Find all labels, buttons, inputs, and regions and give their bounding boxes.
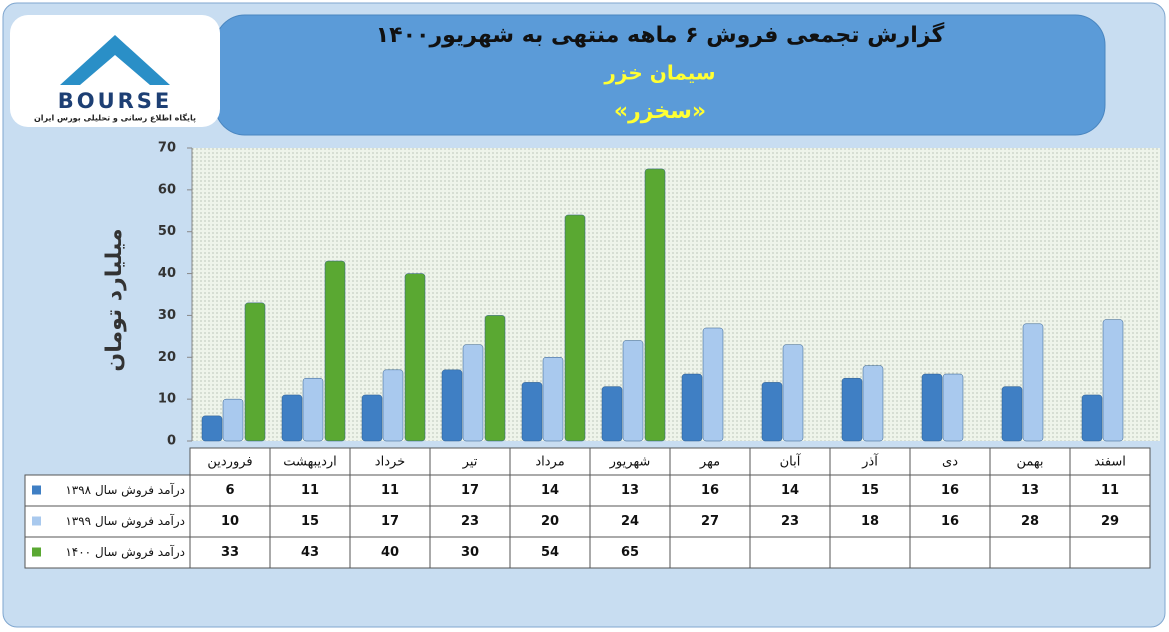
bar [942, 373, 964, 442]
bar [404, 273, 426, 442]
plot-area [192, 148, 1160, 441]
legend-key [32, 516, 41, 526]
table-cell: 14 [541, 483, 559, 498]
bar [862, 365, 884, 442]
bar [484, 315, 506, 442]
bar [644, 168, 666, 442]
x-tick-label: شهریور [609, 455, 651, 470]
bar [542, 357, 564, 442]
table-cell: 10 [221, 514, 239, 529]
y-tick-label: 0 [167, 434, 176, 449]
chart-symbol: «سخزر» [614, 99, 706, 124]
table-cell: 14 [781, 483, 799, 498]
bar [302, 377, 324, 442]
bar [681, 373, 703, 442]
table-cell: 15 [861, 483, 879, 498]
bar [462, 344, 484, 442]
table-cell: 23 [781, 514, 799, 529]
table-cell: 18 [861, 514, 879, 529]
table-cell: 15 [301, 514, 319, 529]
x-tick-label: بهمن [1016, 455, 1043, 470]
table-cell: 16 [941, 514, 959, 529]
x-tick-label: خرداد [375, 455, 405, 470]
table-cell: 11 [301, 483, 319, 498]
table-cell: 65 [621, 545, 639, 560]
legend-label: درآمد فروش سال ۱۳۹۸ [65, 482, 185, 498]
table-cell: 6 [225, 483, 234, 498]
y-tick-label: 50 [158, 224, 176, 239]
legend-label: درآمد فروش سال ۱۴۰۰ [65, 544, 185, 560]
table-cell: 28 [1021, 514, 1039, 529]
bar [921, 373, 943, 442]
x-tick-label: مهر [699, 455, 720, 470]
y-tick-label: 60 [158, 182, 176, 197]
bar [521, 382, 543, 442]
bar [1081, 394, 1103, 442]
table-cell: 11 [1101, 483, 1119, 498]
x-tick-label: تیر [462, 455, 478, 470]
logo-caption: پایگاه اطلاع رسانی و تحلیلی بورس ایران [34, 113, 196, 124]
legend-label: درآمد فروش سال ۱۳۹۹ [65, 513, 185, 529]
legend-key [32, 547, 41, 557]
x-tick-label: دی [942, 455, 958, 470]
bar [324, 260, 346, 442]
bar [222, 398, 244, 442]
bar [841, 377, 863, 442]
table-cell: 43 [301, 545, 319, 560]
chart-title: گزارش تجمعی فروش ۶ ماهه منتهی به شهریور۱… [376, 21, 945, 48]
table-cell: 16 [941, 483, 959, 498]
y-axis-label: میلیارد تومان [102, 228, 127, 371]
x-tick-label: آبان [780, 453, 802, 470]
bar [761, 382, 783, 442]
y-tick-label: 10 [158, 392, 176, 407]
table-cell: 20 [541, 514, 559, 529]
table-cell: 17 [461, 483, 479, 498]
bar [201, 415, 223, 442]
x-tick-label: اسفند [1094, 455, 1126, 470]
bar [382, 369, 404, 442]
table-cell: 40 [381, 545, 399, 560]
y-tick-label: 30 [158, 308, 176, 323]
table-cell: 30 [461, 545, 479, 560]
y-tick-label: 40 [158, 266, 176, 281]
bar [782, 344, 804, 442]
table-cell: 13 [621, 483, 639, 498]
logo-box [10, 15, 220, 127]
bar [281, 394, 303, 442]
bar [1022, 323, 1044, 442]
bar [244, 302, 266, 442]
logo-name: BOURSE [58, 89, 173, 113]
logo-shape [60, 35, 170, 85]
table-cell: 33 [221, 545, 239, 560]
bar [564, 214, 586, 442]
bar [702, 327, 724, 442]
bar [622, 340, 644, 442]
bar [1001, 386, 1023, 442]
legend-key [32, 485, 41, 495]
bar [441, 369, 463, 442]
x-tick-label: اردیبهشت [283, 455, 337, 470]
table-cell: 54 [541, 545, 559, 560]
x-tick-label: آذر [861, 453, 879, 470]
table-bg [24, 474, 1151, 569]
y-tick-label: 70 [158, 141, 176, 156]
table-cell: 23 [461, 514, 479, 529]
table-cell: 16 [701, 483, 719, 498]
chart-subtitle: سیمان خزر [603, 61, 715, 85]
table-cell: 17 [381, 514, 399, 529]
table-cell: 13 [1021, 483, 1039, 498]
table-cell: 24 [621, 514, 639, 529]
table-cell: 27 [701, 514, 719, 529]
bar [601, 386, 623, 442]
table-cell: 29 [1101, 514, 1119, 529]
x-tick-label: فروردین [207, 455, 252, 470]
x-tick-label: مرداد [535, 455, 564, 470]
bar [1102, 319, 1124, 442]
bar [361, 394, 383, 442]
y-tick-label: 20 [158, 350, 176, 365]
table-cell: 11 [381, 483, 399, 498]
